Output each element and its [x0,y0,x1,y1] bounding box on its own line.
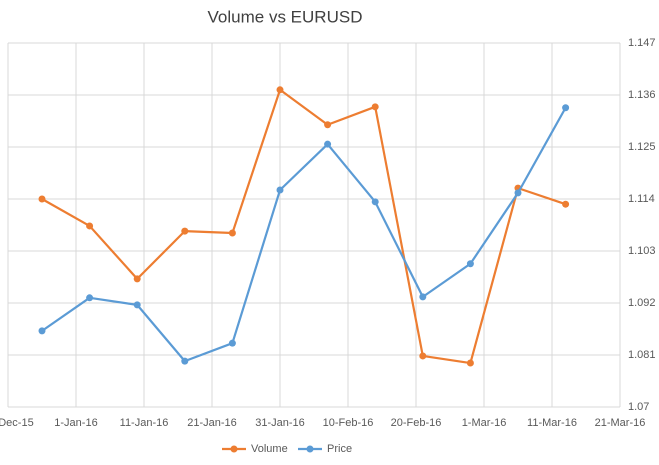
x-tick-label: 20-Feb-16 [391,417,442,429]
x-tick-label: 1-Mar-16 [462,417,507,429]
x-tick-label: 10-Feb-16 [323,417,374,429]
x-tick-label: 21-Mar-16 [595,417,646,429]
series-line [41,88,566,365]
data-point [324,140,332,148]
data-point [38,327,46,335]
data-point [181,227,189,235]
data-point [133,275,141,283]
data-point [371,198,379,206]
data-point [562,104,570,112]
legend-label: Price [327,443,352,455]
x-tick-label: 21-Jan-16 [187,417,237,429]
x-tick-label: 22-Dec-15 [0,417,34,429]
legend-label: Volume [251,443,288,455]
y2-tick-label: 1.092 [628,297,656,309]
x-tick-label: 31-Jan-16 [255,417,305,429]
x-tick-label: 1-Jan-16 [54,417,97,429]
data-point [181,357,189,365]
data-point [419,293,427,301]
data-point [38,195,46,203]
data-point [276,186,284,194]
legend-marker [306,445,314,453]
y2-tick-label: 1.147 [628,37,656,49]
data-point [562,200,570,208]
data-point [86,222,94,230]
y2-tick-label: 1.136 [628,89,656,101]
chart-title: Volume vs EURUSD [208,7,363,26]
x-tick-label: 11-Mar-16 [527,417,577,429]
y2-tick-label: 1.114 [628,193,655,205]
data-point [514,189,522,197]
data-point [276,86,284,94]
y2-tick-label: 1.103 [628,245,656,257]
data-point [324,121,332,129]
data-point [228,229,236,237]
data-point [133,301,141,309]
data-point [371,103,379,111]
legend-marker [230,445,238,453]
data-point [466,260,474,268]
x-tick-label: 11-Jan-16 [120,417,169,429]
data-point [466,359,474,367]
y2-tick-label: 1.081 [628,349,656,361]
data-point [228,339,236,347]
data-point [419,352,427,360]
data-point [86,294,94,302]
y2-tick-label: 1.07 [628,401,649,413]
series-line [41,107,567,363]
y2-tick-label: 1.125 [628,141,656,153]
